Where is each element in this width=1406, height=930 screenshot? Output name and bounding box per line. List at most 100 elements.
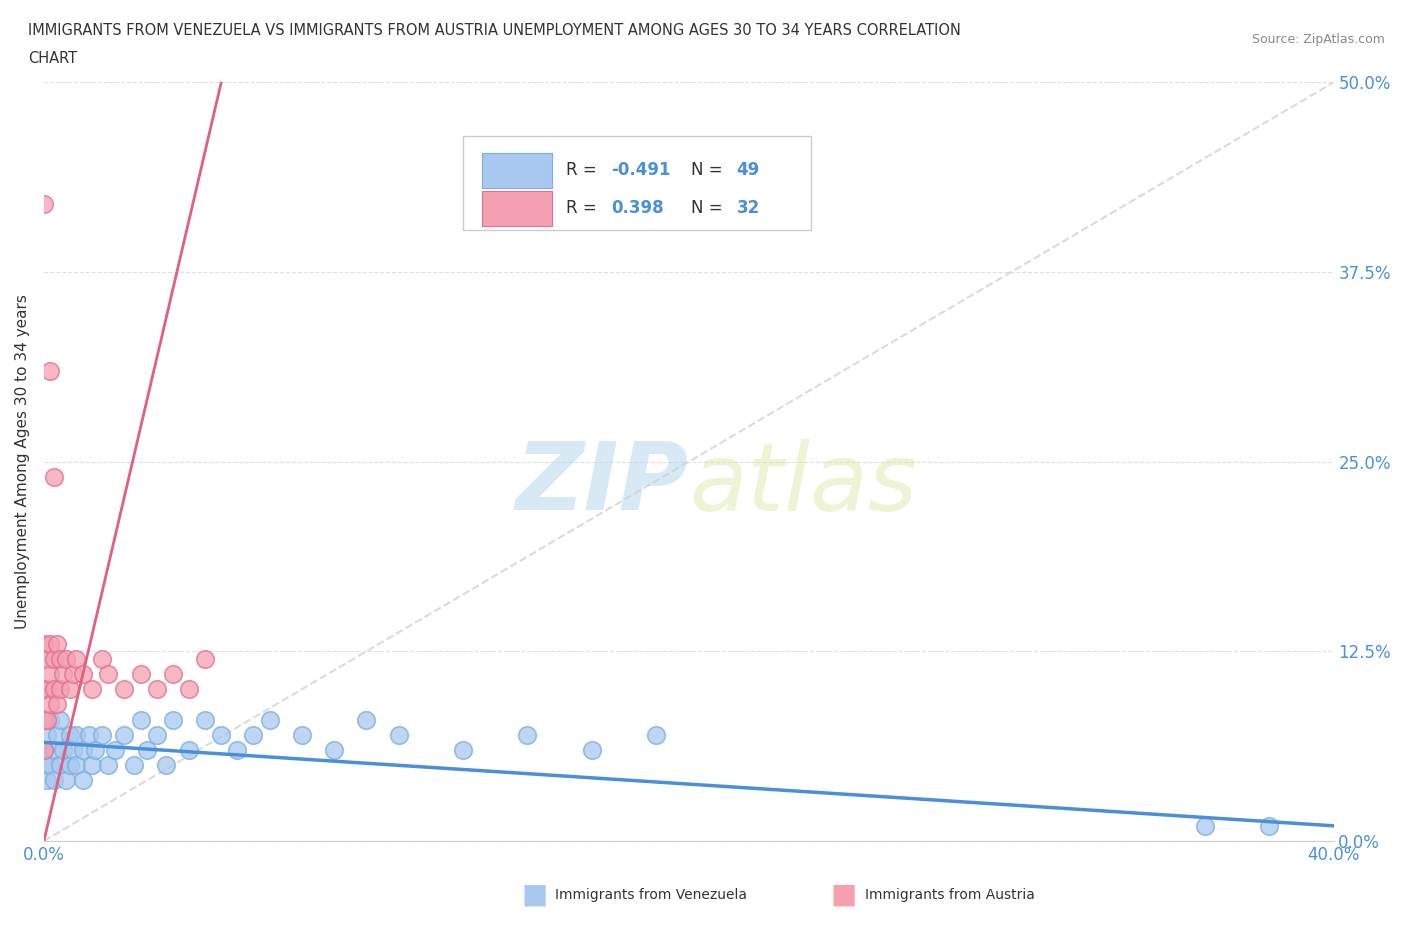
Point — [39, 636, 62, 651]
Point — [177, 742, 200, 757]
Point — [45, 636, 67, 651]
Point — [1194, 818, 1216, 833]
Point — [104, 742, 127, 757]
Point — [65, 727, 87, 742]
Point — [84, 742, 107, 757]
Text: 0.398: 0.398 — [612, 199, 664, 217]
Point — [39, 667, 62, 682]
Point — [356, 712, 378, 727]
Point — [129, 712, 152, 727]
Point — [37, 652, 59, 667]
Point — [90, 727, 112, 742]
Point — [82, 682, 104, 697]
Point — [259, 712, 281, 727]
Point — [62, 742, 84, 757]
Point — [32, 758, 55, 773]
Point — [32, 682, 55, 697]
Point — [32, 712, 55, 727]
Point — [136, 742, 159, 757]
Point — [52, 742, 75, 757]
Text: ZIP: ZIP — [516, 438, 689, 530]
Text: Immigrants from Austria: Immigrants from Austria — [865, 887, 1035, 902]
Point — [37, 773, 59, 788]
Point — [37, 727, 59, 742]
Text: atlas: atlas — [689, 439, 917, 530]
Text: N =: N = — [692, 199, 728, 217]
Point — [114, 727, 136, 742]
Point — [145, 727, 167, 742]
Point — [32, 742, 55, 757]
Point — [32, 636, 55, 651]
Point — [1258, 818, 1281, 833]
Point — [39, 697, 62, 711]
Text: Immigrants from Venezuela: Immigrants from Venezuela — [555, 887, 748, 902]
Point — [162, 667, 184, 682]
Point — [49, 712, 72, 727]
Point — [177, 682, 200, 697]
Point — [581, 742, 603, 757]
FancyBboxPatch shape — [482, 191, 553, 226]
Text: N =: N = — [692, 161, 728, 179]
Point — [226, 742, 249, 757]
Point — [97, 758, 120, 773]
Point — [97, 667, 120, 682]
Point — [323, 742, 346, 757]
Point — [52, 667, 75, 682]
Point — [122, 758, 145, 773]
Text: Source: ZipAtlas.com: Source: ZipAtlas.com — [1251, 33, 1385, 46]
Point — [39, 712, 62, 727]
Point — [55, 652, 77, 667]
Text: 32: 32 — [737, 199, 759, 217]
Point — [37, 712, 59, 727]
Point — [129, 667, 152, 682]
Point — [65, 652, 87, 667]
Point — [32, 742, 55, 757]
FancyBboxPatch shape — [463, 136, 811, 231]
Point — [145, 682, 167, 697]
Point — [72, 773, 94, 788]
Point — [49, 682, 72, 697]
Point — [45, 727, 67, 742]
Point — [387, 727, 409, 742]
Point — [451, 742, 474, 757]
Point — [59, 727, 82, 742]
Point — [114, 682, 136, 697]
Point — [242, 727, 264, 742]
Text: 49: 49 — [737, 161, 759, 179]
Text: CHART: CHART — [28, 51, 77, 66]
Point — [32, 196, 55, 211]
Point — [55, 773, 77, 788]
Point — [82, 758, 104, 773]
Point — [59, 758, 82, 773]
Point — [45, 697, 67, 711]
Text: -0.491: -0.491 — [612, 161, 671, 179]
Point — [42, 773, 65, 788]
Point — [42, 742, 65, 757]
Point — [65, 758, 87, 773]
Point — [49, 758, 72, 773]
FancyBboxPatch shape — [482, 153, 553, 188]
Text: R =: R = — [567, 199, 602, 217]
Point — [72, 742, 94, 757]
Text: ■: ■ — [831, 881, 856, 909]
Point — [194, 712, 217, 727]
Point — [39, 364, 62, 379]
Point — [42, 470, 65, 485]
Point — [49, 652, 72, 667]
Point — [162, 712, 184, 727]
Text: ■: ■ — [522, 881, 547, 909]
Y-axis label: Unemployment Among Ages 30 to 34 years: Unemployment Among Ages 30 to 34 years — [15, 294, 30, 630]
Text: IMMIGRANTS FROM VENEZUELA VS IMMIGRANTS FROM AUSTRIA UNEMPLOYMENT AMONG AGES 30 : IMMIGRANTS FROM VENEZUELA VS IMMIGRANTS … — [28, 23, 960, 38]
Point — [59, 682, 82, 697]
Point — [291, 727, 314, 742]
Point — [155, 758, 177, 773]
Point — [194, 652, 217, 667]
Point — [37, 682, 59, 697]
Point — [42, 652, 65, 667]
Point — [39, 758, 62, 773]
Point — [516, 727, 538, 742]
Point — [209, 727, 232, 742]
Point — [72, 667, 94, 682]
Point — [90, 652, 112, 667]
Text: R =: R = — [567, 161, 602, 179]
